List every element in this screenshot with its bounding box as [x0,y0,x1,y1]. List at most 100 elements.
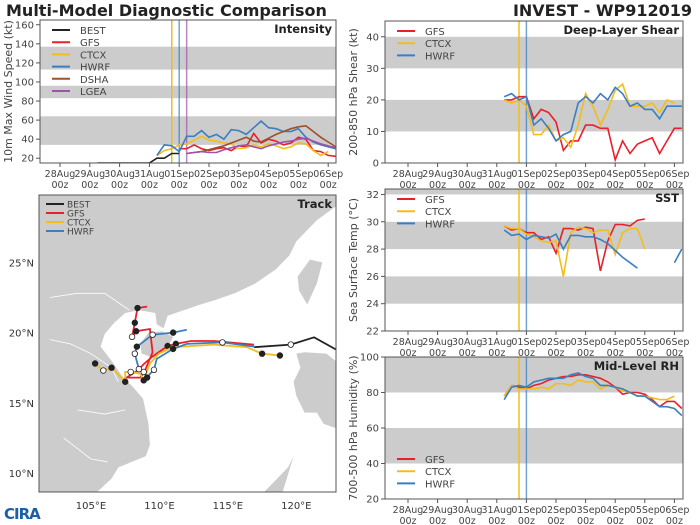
cira-logo: CIRA [4,505,41,523]
y-tick-label: 40 [21,135,34,146]
lon-tick-label: 120°E [281,501,311,512]
x-tick-label-date: 01Sep [511,337,541,348]
shaded-band [40,85,336,99]
x-tick-label-hour: 00z [399,516,416,525]
x-tick-label-hour: 00z [429,180,446,191]
series-line-hwrf [156,120,336,156]
legend-label-hwrf: HWRF [67,228,94,238]
track-marker-filled [122,378,129,385]
x-tick-label-date: 28Aug [393,169,424,180]
x-tick-label-hour: 00z [607,348,624,359]
y-tick-label: 60 [366,424,379,435]
y-tick-label: 80 [366,388,379,399]
track-marker-filled [108,364,115,371]
x-tick-label-hour: 00z [666,516,683,525]
track-marker-filled [258,350,266,357]
shaded-band [385,428,683,464]
x-tick-label-date: 02Sep [541,337,571,348]
legend-label-gfs: GFS [425,195,445,206]
x-tick-label-hour: 00z [547,180,564,191]
lat-tick-label: 10°N [9,469,34,480]
panel-title: Track [298,197,333,211]
series-line-dsha [186,124,336,155]
x-tick-label-hour: 00z [577,516,594,525]
x-tick-label-date: 31Aug [481,337,512,348]
track-marker-filled [143,374,151,381]
series-line-lgea [186,137,336,155]
map-frame [38,194,337,493]
y-tick-label: 32 [366,190,379,201]
land-palawan [264,456,294,492]
plot-area [385,21,683,163]
country-border [77,409,126,415]
x-tick-label-hour: 00z [666,348,683,359]
plot-area [385,357,683,499]
land-luzon [293,352,336,429]
x-tick-label-hour: 00z [577,348,594,359]
y-tick-label: 10 [366,127,379,138]
panel-sst: 22242628303228Aug00z29Aug00z30Aug00z31Au… [347,188,689,359]
x-tick-label-hour: 00z [488,516,505,525]
x-tick-label-date: 02Sep [194,169,224,180]
track-marker-open [287,341,295,348]
x-tick-label-hour: 00z [111,180,128,191]
y-axis-label: Sea Surface Temp (°C) [347,198,360,322]
shaded-band [385,36,683,69]
legend-label-best: BEST [67,201,91,211]
track-marker-open [140,368,147,376]
x-tick-label-date: 03Sep [571,169,601,180]
series-line-gfs [179,131,336,158]
x-tick-label-hour: 00z [666,180,683,191]
y-tick-label: 20 [366,495,379,506]
legend-label-hwrf: HWRF [425,479,455,490]
legend-label-dsha: DSHA [80,75,109,86]
track-marker-open [127,368,134,376]
x-tick-label-date: 02Sep [541,505,571,516]
x-tick-label-date: 03Sep [571,505,601,516]
x-tick-label-hour: 00z [260,180,277,191]
panel-title: Intensity [274,22,332,36]
x-tick-label-date: 05Sep [283,169,313,180]
x-tick-label-hour: 00z [607,516,624,525]
x-tick-label-hour: 00z [607,180,624,191]
lat-tick-label: 15°N [9,399,34,410]
x-tick-label-hour: 00z [290,180,307,191]
series-line-ctcx [156,135,329,157]
y-tick-label: 140 [15,39,34,50]
track-marker-filled [133,343,141,350]
legend-label-hwrf: HWRF [80,63,110,74]
panel-title: Mid-Level RH [594,359,679,373]
y-tick-label: 40 [366,32,379,43]
y-axis-label: 10m Max Wind Speed (kt) [2,20,15,163]
x-tick-label-date: 05Sep [630,169,660,180]
x-tick-label-date: 04Sep [254,169,284,180]
track-marker-filled [131,319,139,326]
x-tick-label-hour: 00z [459,180,476,191]
legend-label-ctcx: CTCX [425,39,451,50]
plot-frame [384,188,684,332]
country-border [49,339,119,382]
track-marker-filled [91,360,99,367]
legend-label-hwrf: HWRF [425,219,455,230]
x-tick-label-date: 28Aug [45,169,76,180]
x-tick-label-hour: 00z [459,516,476,525]
y-axis-label: 200-850 hPa Shear (kt) [347,28,360,156]
panel-title: Deep-Layer Shear [563,23,679,37]
x-tick-label-hour: 00z [518,180,535,191]
y-tick-label: 20 [21,154,34,165]
y-tick-label: 100 [360,353,379,364]
track-marker-open [149,331,156,338]
track-marker-filled [276,352,284,359]
track-marker-filled [169,345,177,353]
panel-mid-level-rh: 2040608010028Aug00z29Aug00z30Aug00z31Aug… [347,353,689,525]
x-tick-label-date: 04Sep [600,337,630,348]
x-tick-label-hour: 00z [577,180,594,191]
legend-label-hwrf: HWRF [425,51,455,62]
x-tick-label-hour: 00z [429,516,446,525]
legend-label-best: BEST [80,26,107,37]
track-marker-filled [132,328,140,335]
y-axis-label: 700-500 hPa Humidity (%) [347,355,360,500]
x-tick-label-date: 01Sep [511,169,541,180]
shaded-band [385,276,683,304]
